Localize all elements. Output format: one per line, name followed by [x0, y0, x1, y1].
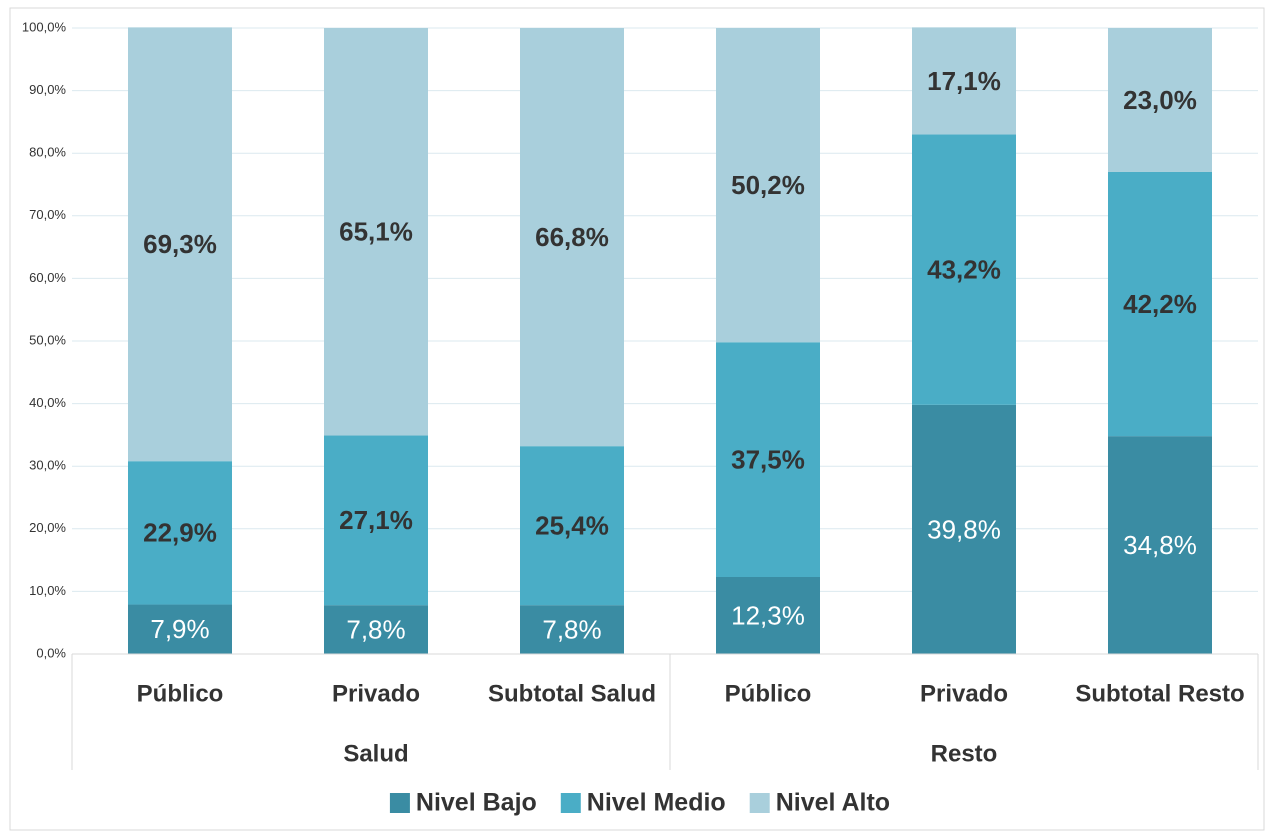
value-label: 43,2%: [927, 255, 1001, 285]
bar-segment: [128, 27, 232, 462]
group-label: Salud: [343, 740, 408, 767]
value-label: 69,3%: [143, 229, 217, 259]
x-tick-label: Público: [137, 680, 224, 707]
x-tick-label: Privado: [920, 680, 1008, 707]
legend-swatch: [749, 793, 770, 813]
group-label: Resto: [931, 740, 998, 767]
value-label: 66,8%: [535, 222, 609, 252]
y-tick-label: 50,0%: [29, 332, 66, 347]
bar-segment: [520, 605, 624, 654]
y-tick-label: 80,0%: [29, 145, 66, 160]
bar-segment: [912, 27, 1016, 135]
value-label: 25,4%: [535, 511, 609, 541]
y-tick-label: 0,0%: [36, 645, 66, 660]
legend-label: Nivel Alto: [776, 789, 890, 817]
value-label: 42,2%: [1123, 289, 1197, 319]
bar-segment: [716, 28, 820, 343]
bar-segment: [1108, 171, 1212, 437]
value-label: 65,1%: [339, 217, 413, 247]
y-tick-label: 60,0%: [29, 270, 66, 285]
y-tick-label: 100,0%: [22, 19, 67, 34]
x-tick-label: Privado: [332, 680, 420, 707]
value-label: 23,0%: [1123, 85, 1197, 115]
bar-segment: [520, 28, 624, 447]
x-tick-label: Subtotal Salud: [488, 680, 656, 707]
y-tick-label: 10,0%: [29, 583, 66, 598]
bar-segment: [520, 446, 624, 606]
y-tick-label: 30,0%: [29, 458, 66, 473]
legend-swatch: [560, 793, 581, 813]
bar-segment: [716, 577, 820, 654]
value-label: 34,8%: [1123, 530, 1197, 560]
legend-swatch: [389, 793, 410, 813]
value-label: 22,9%: [143, 518, 217, 548]
bar-segment: [128, 461, 232, 605]
value-label: 7,8%: [346, 614, 405, 644]
y-tick-label: 20,0%: [29, 520, 66, 535]
bar-segment: [128, 604, 232, 654]
value-label: 7,8%: [542, 614, 601, 644]
y-tick-label: 70,0%: [29, 207, 66, 222]
value-label: 37,5%: [731, 445, 805, 475]
legend-label: Nivel Medio: [587, 789, 726, 817]
bar-segment: [1108, 28, 1212, 172]
bar-segment: [912, 134, 1016, 405]
value-label: 7,9%: [150, 614, 209, 644]
x-tick-label: Público: [725, 680, 812, 707]
value-label: 27,1%: [339, 505, 413, 535]
bar-segment: [324, 605, 428, 654]
y-tick-label: 90,0%: [29, 82, 66, 97]
bar-segment: [324, 28, 428, 436]
y-tick-label: 40,0%: [29, 395, 66, 410]
bar-segment: [324, 435, 428, 606]
value-label: 12,3%: [731, 600, 805, 630]
bar-segment: [1108, 436, 1212, 654]
bar-segment: [716, 342, 820, 578]
value-label: 17,1%: [927, 66, 1001, 96]
bar-segment: [912, 404, 1016, 654]
legend-label: Nivel Bajo: [416, 789, 537, 817]
x-tick-label: Subtotal Resto: [1075, 680, 1244, 707]
value-label: 39,8%: [927, 514, 1001, 544]
value-label: 50,2%: [731, 170, 805, 200]
